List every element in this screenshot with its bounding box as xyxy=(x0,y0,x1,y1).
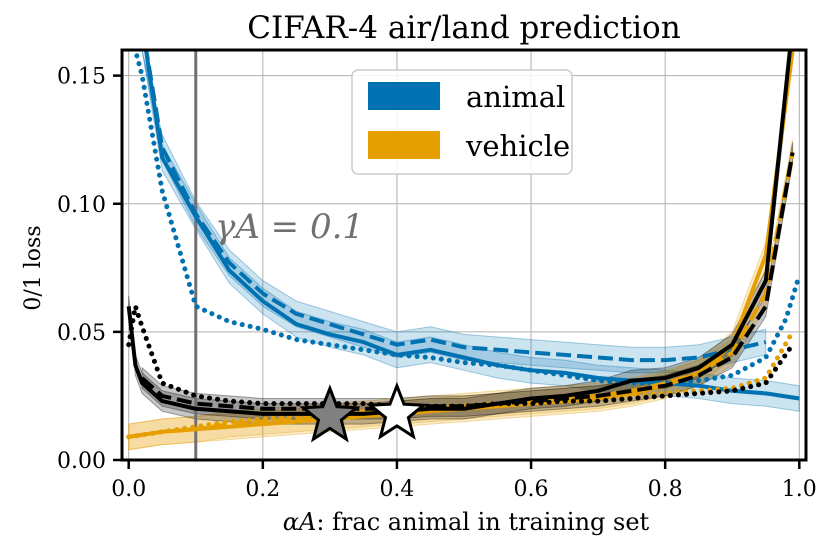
x-axis-label-symbol: αA xyxy=(283,508,317,536)
y-tick-label-0.05: 0.05 xyxy=(57,321,106,346)
axes: 0.0 0.2 0.4 0.6 0.8 1.0 0.00 0.05 0.10 0.15 xyxy=(57,48,817,502)
line-animal-solid xyxy=(143,50,800,401)
y-tick-label-0.15: 0.15 xyxy=(57,65,106,90)
gamma-annotation-text: γA = 0.1 xyxy=(215,207,364,247)
line-animal-dashed xyxy=(144,50,767,363)
gray-star-marker xyxy=(299,384,361,443)
x-tick-label-0.4: 0.4 xyxy=(379,477,414,502)
line-vehicle-dotted xyxy=(126,329,796,440)
series-lines xyxy=(126,50,802,440)
plot-frame xyxy=(120,48,808,462)
x-tick-label-0.2: 0.2 xyxy=(245,477,280,502)
line-overall-solid xyxy=(126,50,792,416)
x-tick-label-0.6: 0.6 xyxy=(514,477,549,502)
x-tick-label-1.0: 1.0 xyxy=(782,477,817,502)
x-axis-label-text: : frac animal in training set xyxy=(316,508,649,536)
legend: animal vehicle xyxy=(351,69,573,175)
y-tick-label-0.10: 0.10 xyxy=(57,193,106,218)
legend-label-animal: animal xyxy=(466,80,565,114)
x-axis-label: αA: frac animal in training set xyxy=(283,508,650,536)
x-tick-label-0.8: 0.8 xyxy=(648,477,683,502)
line-overall-dashed xyxy=(140,152,795,411)
y-axis-label: 0/1 loss xyxy=(21,225,46,310)
gamma-annotation: γA = 0.1 xyxy=(215,207,364,247)
chart-title: CIFAR-4 air/land prediction xyxy=(247,10,680,46)
white-star-marker xyxy=(366,381,428,440)
legend-swatch-animal xyxy=(368,82,440,110)
legend-swatch-vehicle xyxy=(368,131,440,159)
star-markers xyxy=(299,381,428,443)
line-overall-dotted xyxy=(126,303,796,409)
line-animal-dotted xyxy=(132,50,802,386)
y-tick-label-0.00: 0.00 xyxy=(57,449,106,474)
x-tick-label-0.0: 0.0 xyxy=(111,477,146,502)
legend-label-vehicle: vehicle xyxy=(465,129,570,163)
